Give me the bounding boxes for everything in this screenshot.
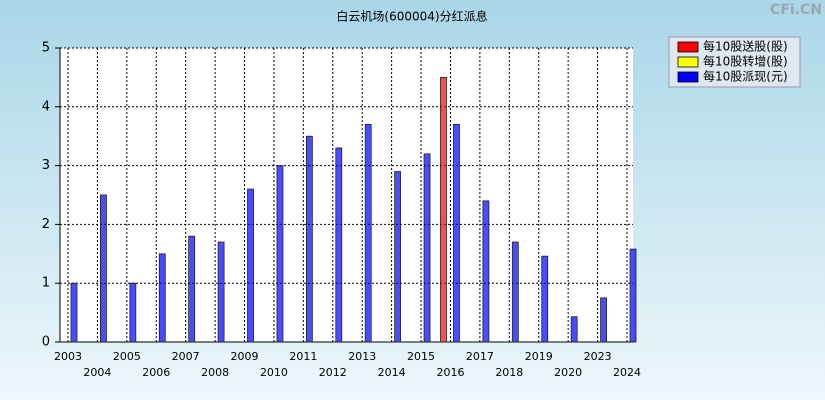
y-tick-label: 5	[42, 41, 50, 56]
x-tick-label: 2003	[54, 350, 82, 363]
x-tick-label: 2008	[201, 366, 229, 379]
x-tick-label: 2013	[348, 350, 376, 363]
bar	[570, 316, 578, 343]
y-tick-label: 2	[42, 217, 50, 232]
legend-swatch	[677, 71, 699, 83]
x-tick-label: 2006	[142, 366, 170, 379]
x-tick-label: 2004	[83, 366, 111, 379]
bar	[453, 124, 460, 343]
x-tick-label: 2016	[436, 366, 464, 379]
x-tick-label: 2023	[584, 350, 612, 363]
bar	[541, 255, 549, 343]
x-tick-label: 2020	[554, 366, 582, 379]
x-tick-label: 2024	[613, 366, 641, 379]
y-tick-label: 1	[42, 276, 50, 291]
y-tick-label: 3	[42, 158, 50, 173]
x-tick-label: 2014	[378, 366, 406, 379]
bar	[423, 153, 431, 343]
bar	[305, 135, 313, 343]
bar	[511, 241, 519, 343]
bar	[217, 241, 225, 343]
legend-swatch	[677, 56, 699, 68]
legend-swatch	[677, 41, 699, 53]
watermark: CFi.CN	[770, 2, 822, 18]
legend-label: 每10股送股(股)	[703, 39, 788, 54]
x-tick-label: 2019	[525, 350, 553, 363]
legend-label: 每10股派现(元)	[703, 69, 788, 84]
y-tick-label: 0	[42, 335, 50, 350]
bar	[188, 235, 196, 343]
x-tick-label: 2009	[231, 350, 259, 363]
bar	[482, 200, 490, 343]
bar	[394, 171, 402, 343]
x-tick-label: 2010	[260, 366, 288, 379]
bar	[100, 194, 107, 343]
bar	[247, 188, 254, 343]
legend-label: 每10股转增(股)	[703, 54, 788, 69]
x-tick-label: 2017	[466, 350, 494, 363]
x-tick-label: 2015	[407, 350, 435, 363]
bar	[364, 124, 372, 343]
plot-area	[60, 48, 633, 342]
x-tick-label: 2012	[319, 366, 347, 379]
x-tick-label: 2005	[113, 350, 141, 363]
bar	[129, 282, 137, 343]
bar	[629, 248, 637, 343]
x-tick-label: 2007	[172, 350, 200, 363]
y-tick-label: 4	[42, 99, 50, 114]
x-tick-label: 2018	[495, 366, 523, 379]
bar	[158, 253, 166, 343]
x-tick-label: 2011	[289, 350, 317, 363]
bar	[276, 165, 284, 343]
bar	[440, 77, 447, 343]
bar	[70, 282, 78, 343]
chart-title: 白云机场(600004)分红派息	[336, 9, 487, 24]
bar	[600, 297, 607, 343]
bar	[335, 147, 343, 343]
